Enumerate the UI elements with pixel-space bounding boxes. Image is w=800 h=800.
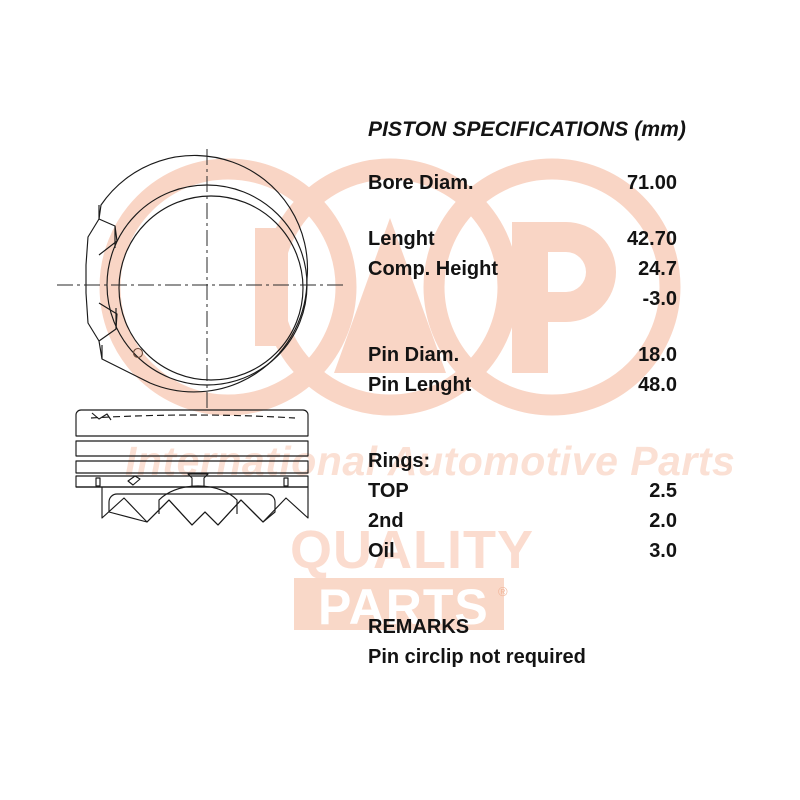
oil-hole-icon xyxy=(132,347,144,359)
ring-groove-1 xyxy=(75,440,309,457)
spec-value-bore-diam: 71.00 xyxy=(626,172,677,194)
spec-value-pin-diam: 18.0 xyxy=(638,344,677,366)
spec-label-pin-length: Pin Lenght xyxy=(368,374,472,396)
spec-row-length: Lenght 42.70 xyxy=(360,224,685,254)
spec-row-pin-diam: Pin Diam. 18.0 xyxy=(360,340,685,370)
piston-top-view xyxy=(57,149,345,411)
spec-value-length: 42.70 xyxy=(626,228,677,250)
rings-label-top: TOP xyxy=(368,480,409,502)
oil-hole-right xyxy=(283,477,289,487)
spec-row-bore-diam: Bore Diam. 71.00 xyxy=(360,168,685,198)
rings-row-2nd: 2nd 2.0 xyxy=(360,506,685,536)
page-title: PISTON SPECIFICATIONS (mm) xyxy=(368,118,687,141)
remarks-heading: REMARKS xyxy=(368,616,470,638)
piston-side-view xyxy=(75,409,309,526)
spec-value-pin-length: 48.0 xyxy=(638,374,677,396)
piston-outer-profile xyxy=(85,154,309,393)
rings-label-2nd: 2nd xyxy=(368,510,404,532)
piston-crown xyxy=(75,409,309,437)
spec-row-comp-height: Comp. Height 24.7 xyxy=(360,254,685,284)
spec-row-pin-length: Pin Lenght 48.0 xyxy=(360,370,685,400)
valve-relief-dashed xyxy=(90,414,296,419)
rings-heading-row: Rings: xyxy=(360,446,685,476)
spec-value-comp-height: 24.7 xyxy=(638,258,677,280)
rings-heading: Rings: xyxy=(368,450,431,472)
piston-skirt xyxy=(75,486,309,526)
flat-cut-upper xyxy=(98,218,118,256)
rings-label-oil: Oil xyxy=(368,540,395,562)
pin-bore-arch xyxy=(158,485,238,514)
ring-groove-2 xyxy=(75,460,309,474)
remarks-text: Pin circlip not required xyxy=(368,646,586,668)
rings-row-top: TOP 2.5 xyxy=(360,476,685,506)
rings-value-oil: 3.0 xyxy=(649,540,677,562)
oil-slot xyxy=(127,475,141,486)
skirt-inner-outline xyxy=(108,493,276,526)
piston-specifications-panel: PISTON SPECIFICATIONS (mm) Bore Diam. 71… xyxy=(360,118,687,672)
spec-row-offset: -3.0 xyxy=(360,284,685,314)
spec-label-length: Lenght xyxy=(368,228,435,250)
boss-rib xyxy=(187,473,209,487)
ring-land-circle-2 xyxy=(118,195,304,381)
spec-label-pin-diam: Pin Diam. xyxy=(368,344,460,366)
spec-label-bore-diam: Bore Diam. xyxy=(368,172,474,194)
valve-relief-notch xyxy=(91,412,112,421)
rings-value-top: 2.5 xyxy=(649,480,677,502)
spec-value-offset: -3.0 xyxy=(642,288,677,310)
rings-value-2nd: 2.0 xyxy=(649,510,677,532)
spec-label-comp-height: Comp. Height xyxy=(368,258,498,280)
oil-hole-left xyxy=(95,477,101,487)
rings-row-oil: Oil 3.0 xyxy=(360,536,685,566)
